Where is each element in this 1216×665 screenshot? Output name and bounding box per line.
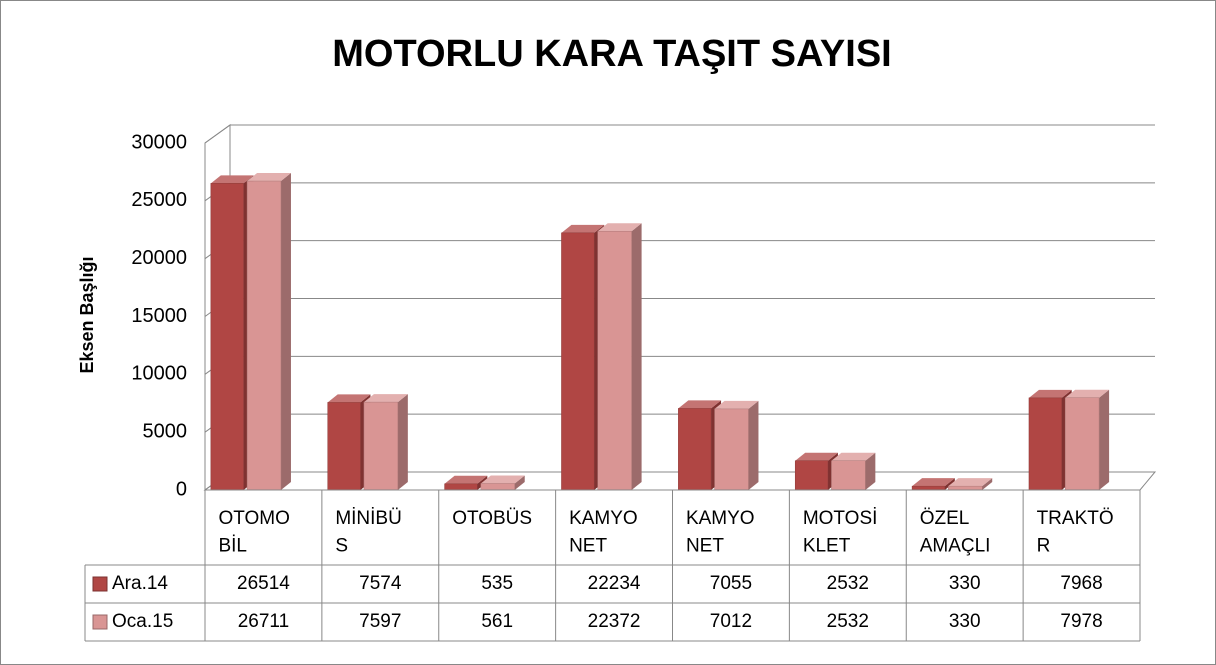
x-tick-label: OTOMO BİL	[218, 508, 289, 557]
table-value: 2532	[827, 573, 869, 594]
bar-top	[1028, 389, 1072, 398]
bar-front	[246, 180, 282, 491]
table-value: 7012	[710, 611, 752, 632]
table-value: 26711	[238, 611, 289, 632]
table-value: 7978	[1060, 611, 1102, 632]
table-value: 330	[949, 611, 981, 632]
y-tick-label: 15000	[131, 305, 187, 327]
grid-line	[204, 124, 231, 144]
table-value: 7055	[710, 573, 752, 594]
bar	[1064, 389, 1110, 491]
bar	[911, 478, 955, 491]
table-value: 22372	[588, 611, 641, 632]
bar-side	[397, 394, 408, 490]
bar	[480, 475, 525, 491]
chart-title: MOTORLU KARA TAŞIT SAYISI	[332, 33, 891, 75]
bar-side	[865, 452, 876, 490]
bar-top	[247, 173, 291, 182]
bar-front	[480, 483, 515, 491]
x-tick-label: ÖZEL AMAÇLI	[920, 508, 991, 557]
bar	[1028, 389, 1072, 491]
table-value: 2532	[827, 611, 869, 632]
bar-front	[363, 401, 399, 491]
y-tick-label: 5000	[143, 420, 188, 442]
x-tick-label: OTOBÜS	[452, 508, 532, 529]
x-tick-label: KAMYO NET	[569, 508, 638, 557]
bar-side	[280, 173, 291, 490]
bar-front	[597, 230, 632, 491]
y-tick-label: 20000	[131, 247, 187, 269]
bar	[246, 173, 291, 491]
bar	[831, 452, 876, 491]
bar-front	[714, 408, 749, 491]
bar-front	[210, 183, 244, 491]
bar-top	[597, 223, 642, 232]
table-value: 26514	[237, 573, 290, 594]
table-value: 7968	[1060, 573, 1102, 594]
bar-side	[944, 478, 955, 490]
bar-front	[1064, 397, 1100, 491]
bar-front	[327, 402, 361, 491]
bar-front	[1028, 397, 1062, 491]
bar-top	[327, 394, 371, 403]
x-tick-label: MOTOSİ KLET	[803, 508, 878, 557]
bar-front	[444, 483, 478, 491]
table-value: 7597	[359, 611, 401, 632]
legend-swatch	[92, 576, 108, 592]
bar-side	[982, 478, 993, 490]
bar	[597, 223, 642, 491]
table-value: 561	[481, 611, 513, 632]
bar-front	[948, 485, 983, 491]
bar-top	[912, 478, 955, 487]
bar-side	[631, 223, 642, 490]
legend-swatch	[92, 614, 108, 630]
bar-top	[1065, 389, 1110, 398]
bar-top	[948, 478, 993, 487]
y-tick-label: 0	[176, 478, 187, 500]
bar	[714, 400, 759, 491]
y-tick-label: 30000	[131, 131, 187, 153]
y-tick-label: 10000	[131, 363, 187, 385]
x-tick-label: KAMYO NET	[686, 508, 755, 557]
bar-top	[831, 452, 876, 461]
bar-top	[210, 175, 254, 184]
x-tick-label: MİNİBÜ S	[335, 508, 402, 557]
bar-top	[363, 394, 408, 403]
table-value: 7574	[359, 573, 402, 594]
bar-top	[795, 452, 838, 461]
bar-side	[748, 400, 759, 490]
bar-top	[561, 224, 605, 233]
bar-front	[678, 408, 712, 491]
table-value: 330	[949, 573, 981, 594]
bar-front	[911, 485, 946, 491]
bar-front	[794, 460, 829, 491]
bar-top	[444, 475, 488, 484]
table-value: 22234	[588, 573, 641, 594]
legend-label: Oca.15	[112, 611, 173, 632]
legend-label: Ara.14	[112, 573, 168, 594]
bar	[363, 394, 408, 491]
bar-side	[514, 475, 525, 490]
bar-front	[561, 232, 595, 491]
bar-top	[678, 400, 722, 409]
x-tick-label: TRAKTÖ R	[1037, 508, 1114, 557]
table-value: 535	[481, 573, 513, 594]
y-tick-label: 25000	[131, 189, 187, 211]
bar-top	[480, 475, 525, 484]
bar-front	[831, 460, 866, 491]
y-axis-title: Eksen Başlığı	[77, 256, 97, 373]
bar-top	[714, 400, 759, 409]
bar-side	[1099, 389, 1110, 490]
